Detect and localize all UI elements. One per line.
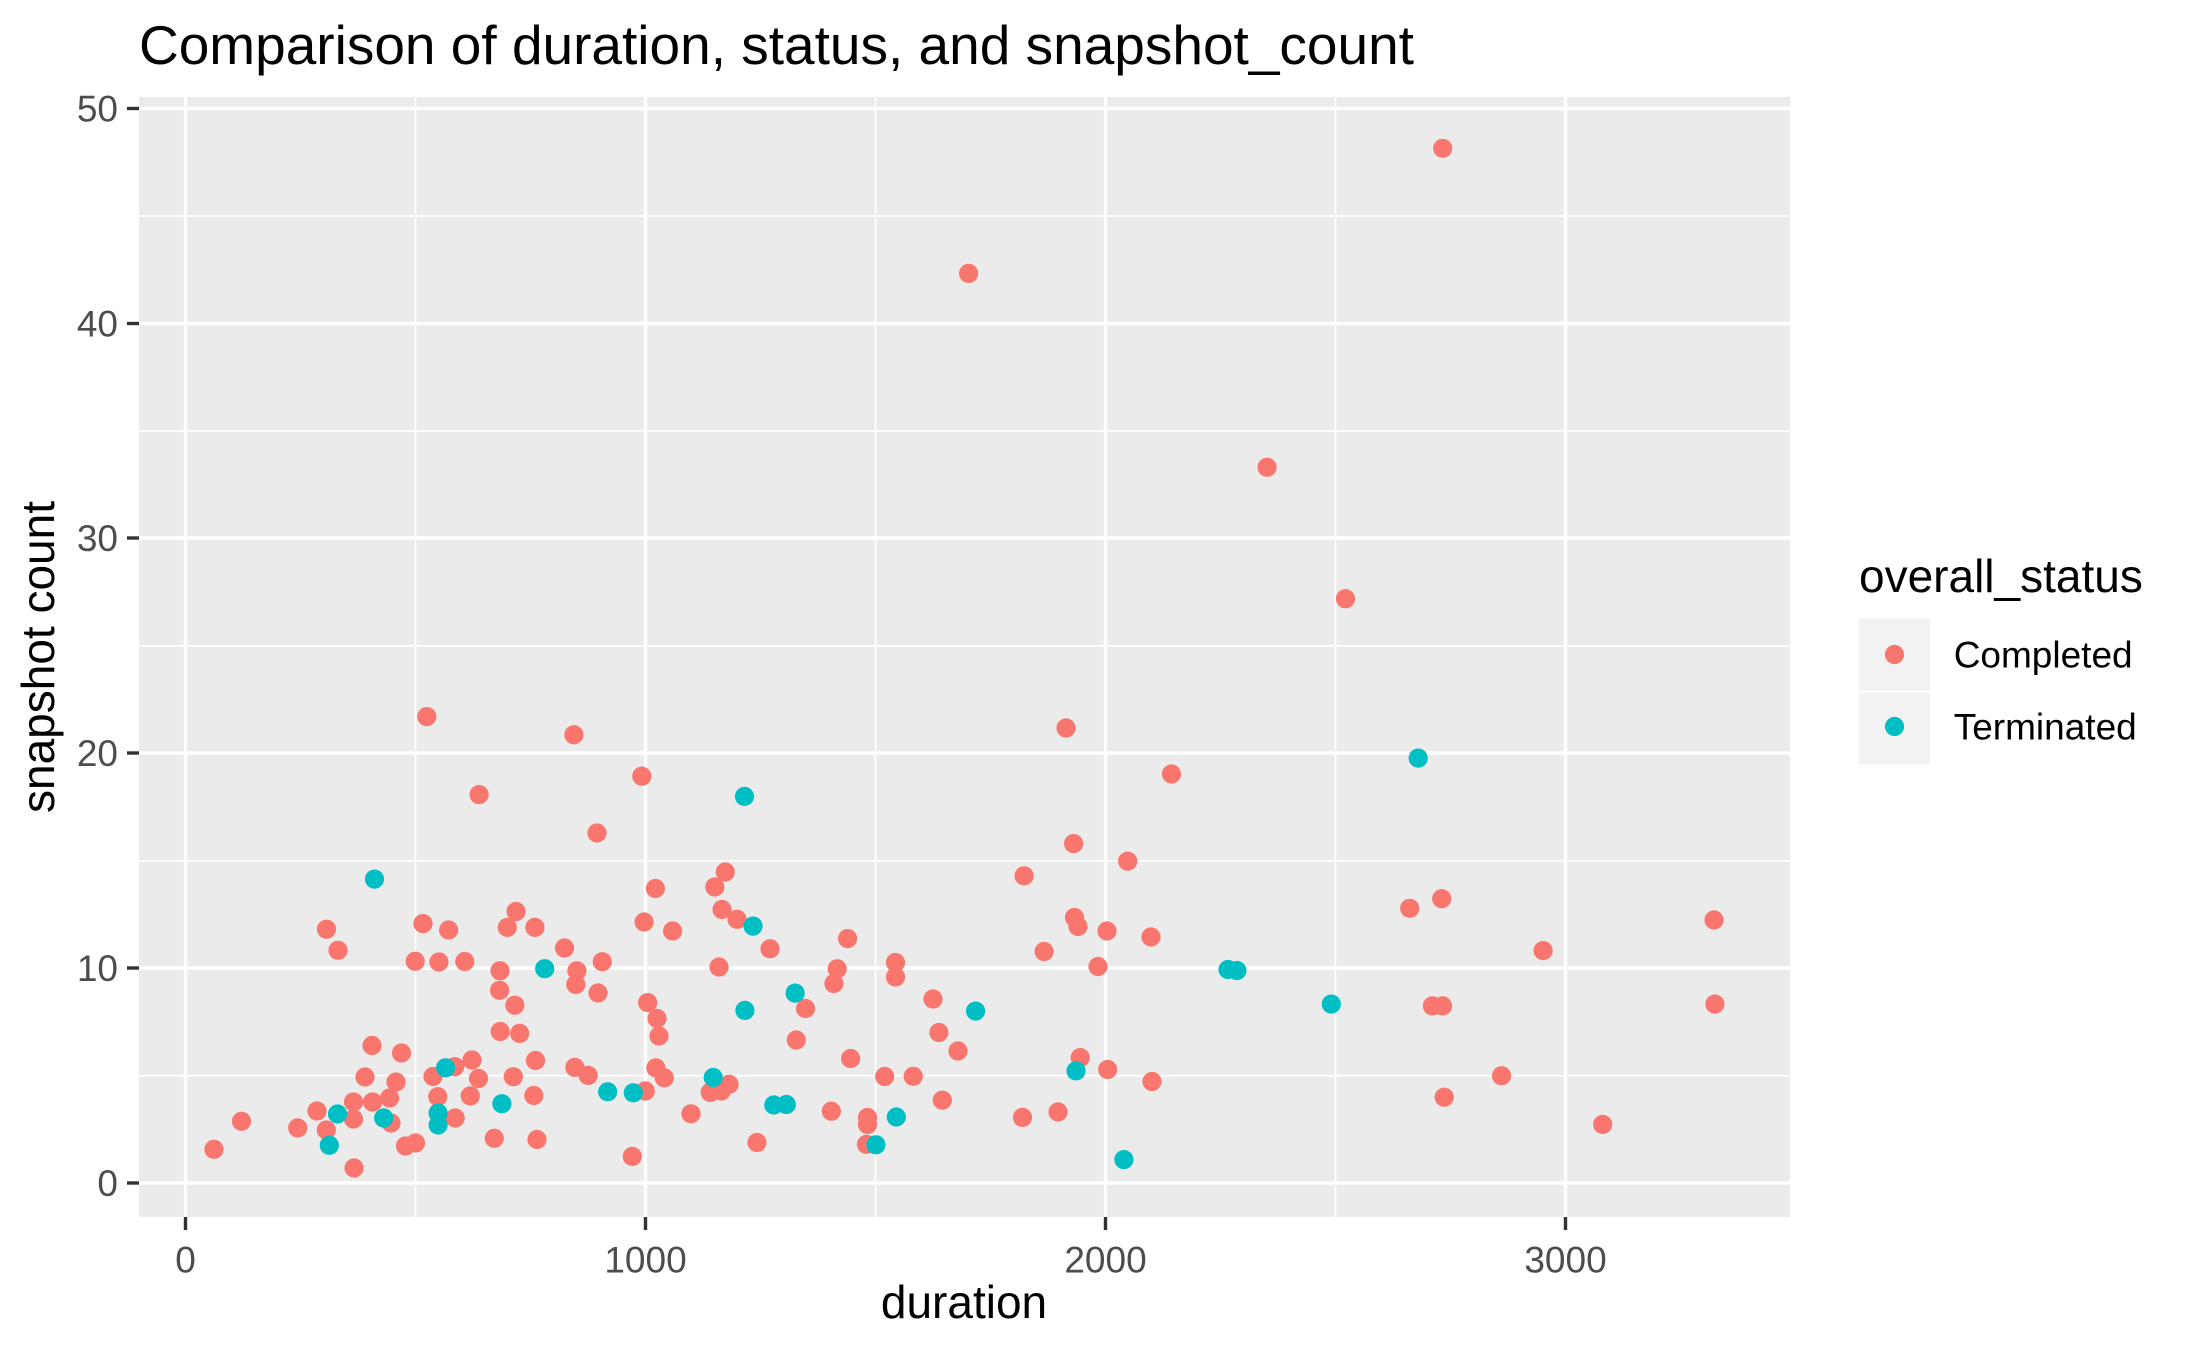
- svg-text:overall_status: overall_status: [1859, 550, 2143, 602]
- svg-text:10: 10: [77, 948, 118, 989]
- svg-text:20: 20: [77, 733, 118, 774]
- svg-text:50: 50: [77, 89, 118, 130]
- svg-text:0: 0: [97, 1163, 118, 1204]
- svg-text:30: 30: [77, 518, 118, 559]
- svg-text:snapshot count: snapshot count: [12, 501, 64, 813]
- svg-text:Terminated: Terminated: [1954, 707, 2137, 748]
- svg-text:2000: 2000: [1064, 1240, 1146, 1281]
- svg-text:Comparison of duration, status: Comparison of duration, status, and snap…: [139, 14, 1414, 76]
- svg-text:3000: 3000: [1524, 1240, 1606, 1281]
- svg-text:40: 40: [77, 304, 118, 345]
- svg-text:duration: duration: [881, 1276, 1047, 1328]
- svg-text:Completed: Completed: [1954, 635, 2133, 676]
- svg-text:0: 0: [175, 1240, 196, 1281]
- svg-text:1000: 1000: [604, 1240, 686, 1281]
